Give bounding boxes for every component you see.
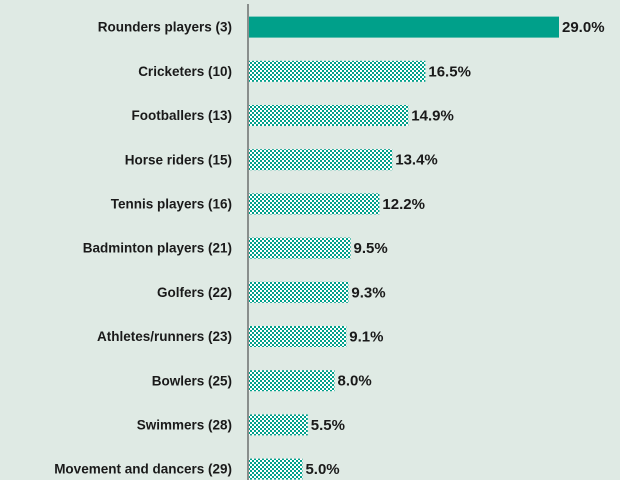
- category-label: Cricketers (10): [138, 64, 232, 79]
- bar: [249, 281, 349, 303]
- bar: [249, 458, 303, 480]
- bar: [249, 149, 393, 171]
- value-label: 12.2%: [382, 196, 425, 213]
- bar: [249, 60, 426, 82]
- category-label: Rounders players (3): [98, 20, 232, 35]
- value-label: 5.0%: [305, 461, 339, 478]
- value-label: 29.0%: [562, 19, 605, 36]
- value-label: 13.4%: [395, 152, 438, 169]
- category-label: Footballers (13): [131, 108, 232, 123]
- category-label: Horse riders (15): [125, 152, 232, 167]
- category-label: Golfers (22): [157, 285, 232, 300]
- bar: [249, 16, 559, 38]
- value-label: 9.1%: [349, 328, 383, 345]
- category-label: Tennis players (16): [111, 196, 232, 211]
- value-label: 9.3%: [351, 284, 385, 301]
- value-label: 5.5%: [311, 417, 345, 434]
- bar: [249, 370, 335, 392]
- bar: [249, 237, 351, 259]
- category-label: Swimmers (28): [137, 417, 232, 432]
- bar: [249, 105, 409, 126]
- category-label: Movement and dancers (29): [54, 462, 232, 477]
- value-label: 14.9%: [411, 107, 454, 124]
- value-label: 16.5%: [428, 63, 471, 80]
- category-label: Badminton players (21): [83, 241, 232, 256]
- category-label: Athletes/runners (23): [97, 329, 232, 344]
- bar: [249, 193, 380, 215]
- bar: [249, 414, 308, 436]
- category-label: Bowlers (25): [152, 373, 232, 388]
- value-label: 9.5%: [354, 240, 388, 257]
- value-label: 8.0%: [338, 373, 372, 390]
- bar: [249, 326, 347, 347]
